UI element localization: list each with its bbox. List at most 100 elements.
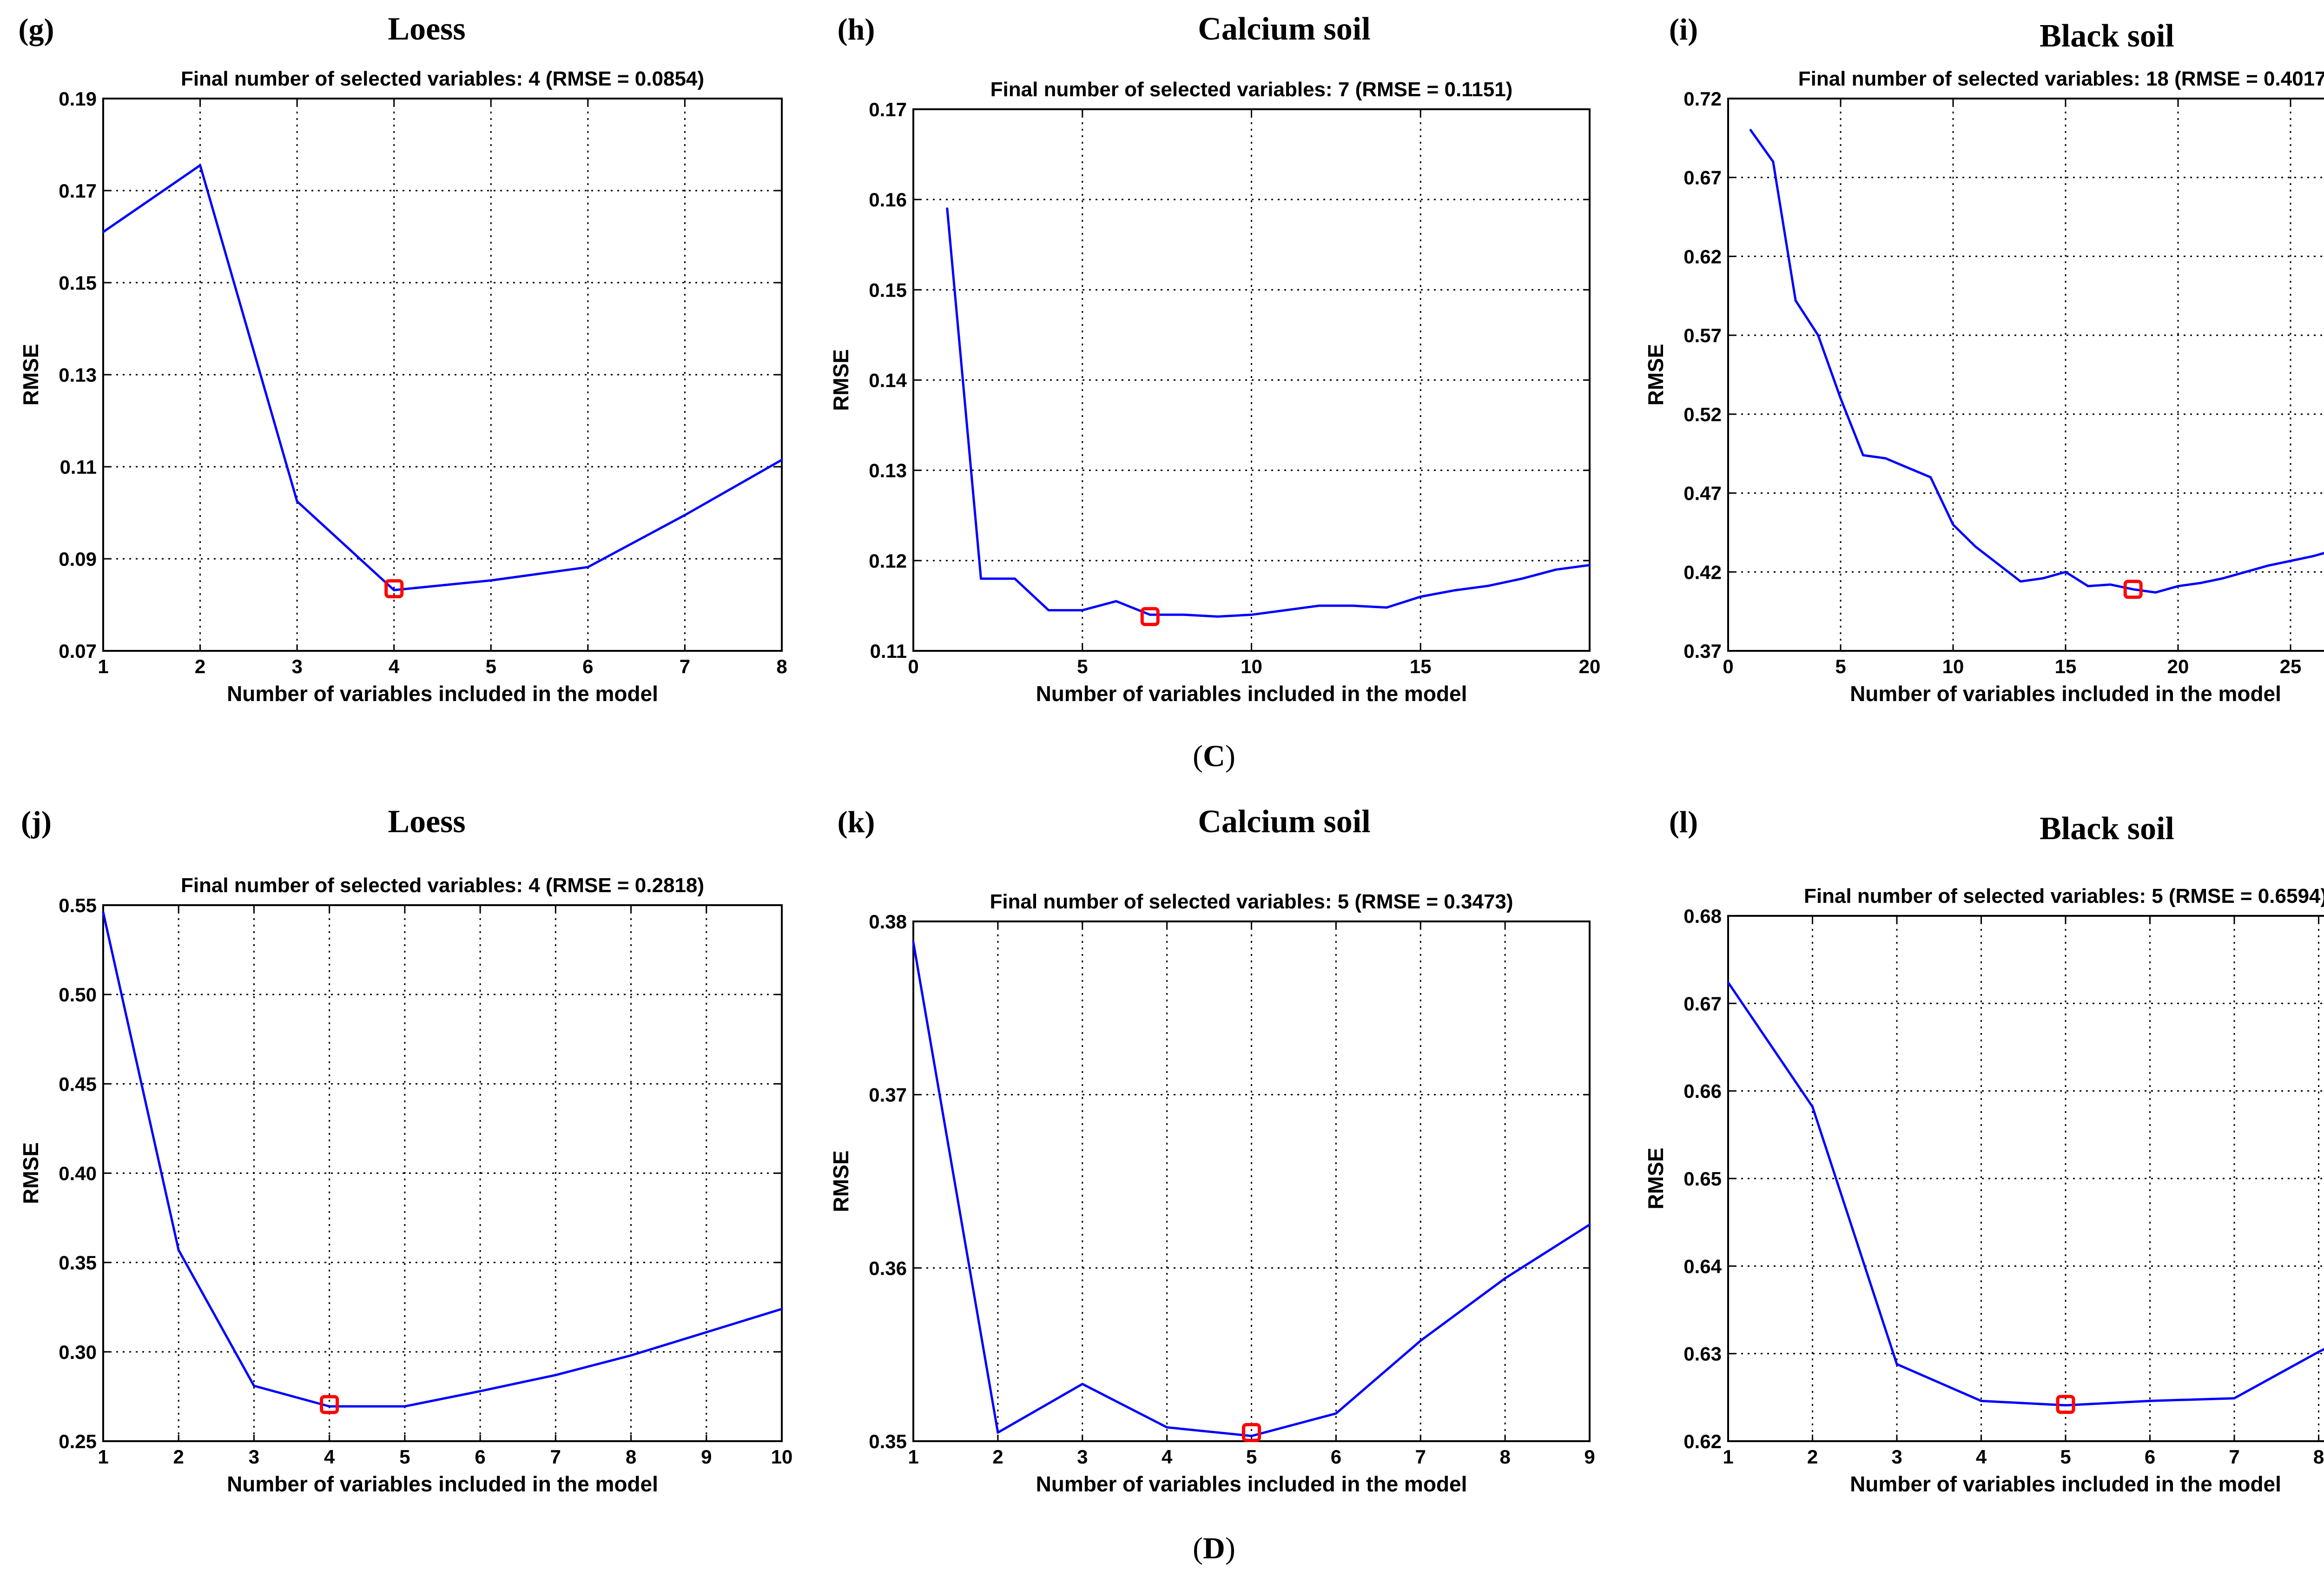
y-tick-label: 0.12: [869, 550, 907, 572]
data-point: [1166, 1426, 1169, 1429]
data-point: [2267, 564, 2270, 567]
data-point: [2154, 591, 2157, 594]
data-point: [2199, 582, 2202, 584]
panel-label: (g): [19, 13, 54, 46]
data-point: [1588, 564, 1591, 567]
chart-subtitle: Final number of selected variables: 5 (R…: [1804, 885, 2324, 907]
x-tick-label: 1: [1723, 1446, 1733, 1468]
chart-subtitle: Final number of selected variables: 4 (R…: [181, 874, 704, 897]
data-point: [1216, 615, 1219, 618]
x-tick-label: 5: [399, 1446, 410, 1468]
plot-area: [913, 109, 1590, 651]
data-point: [2177, 585, 2179, 588]
data-point: [1081, 609, 1084, 612]
x-tick-label: 9: [701, 1446, 712, 1468]
chart-title: Black soil: [2040, 18, 2174, 54]
x-tick-label: 8: [626, 1446, 636, 1468]
y-tick-label: 0.15: [59, 272, 97, 294]
x-tick-label: 6: [582, 656, 593, 677]
x-tick-label: 7: [2229, 1446, 2239, 1468]
data-point: [1318, 604, 1320, 607]
x-axis-label: Number of variables included in the mode…: [227, 682, 658, 706]
y-tick-label: 0.66: [1684, 1080, 1722, 1102]
data-point: [177, 1249, 180, 1252]
data-point: [393, 589, 396, 591]
y-tick-label: 0.35: [59, 1252, 97, 1274]
data-point: [683, 514, 686, 517]
y-tick-label: 0.64: [1684, 1255, 1722, 1277]
data-point: [2064, 1404, 2067, 1407]
y-tick-label: 0.09: [59, 548, 97, 570]
data-point: [1081, 1383, 1084, 1385]
data-point: [912, 941, 915, 944]
x-tick-label: 7: [680, 656, 690, 677]
y-tick-label: 0.11: [870, 640, 907, 662]
plot-area: [913, 921, 1590, 1441]
data-point: [946, 207, 949, 210]
x-tick-label: 4: [389, 656, 400, 677]
y-tick-label: 0.37: [869, 1084, 907, 1106]
chart-subtitle: Final number of selected variables: 4 (R…: [181, 67, 704, 90]
x-tick-label: 1: [908, 1446, 918, 1468]
optimum-marker: [320, 1395, 339, 1414]
y-tick-label: 0.62: [1684, 245, 1722, 267]
data-point: [1907, 466, 1909, 469]
y-tick-label: 0.25: [59, 1430, 97, 1452]
x-tick-label: 5: [1835, 656, 1846, 677]
x-tick-label: 4: [1162, 1446, 1173, 1468]
data-point: [2042, 577, 2045, 580]
data-point: [403, 1405, 406, 1408]
x-tick-label: 5: [1077, 656, 1088, 677]
x-tick-label: 5: [2060, 1446, 2071, 1468]
x-tick-label: 2: [195, 656, 205, 677]
data-point: [1884, 457, 1887, 460]
chart-subtitle: Final number of selected variables: 5 (R…: [990, 890, 1513, 913]
data-point: [296, 500, 298, 503]
data-point: [630, 1354, 633, 1357]
y-tick-label: 0.72: [1684, 88, 1722, 110]
data-point: [1895, 1363, 1898, 1365]
group-label-D: (D): [1193, 1531, 1235, 1565]
data-point: [479, 1390, 482, 1392]
y-tick-label: 0.47: [1684, 483, 1722, 504]
y-axis-label: RMSE: [19, 344, 43, 406]
data-point: [1352, 604, 1354, 607]
x-tick-label: 4: [324, 1446, 335, 1468]
chart-panel-3: (j) Loess Final number of selected variabl…: [19, 804, 792, 1496]
x-tick-label: 10: [771, 1446, 793, 1468]
x-tick-label: 0: [908, 656, 918, 677]
panel-label: (l): [1669, 805, 1698, 839]
data-point: [1250, 1435, 1253, 1437]
data-point: [1862, 454, 1864, 457]
optimum-marker: [1242, 1423, 1261, 1442]
x-axis-label: Number of variables included in the mode…: [1036, 682, 1467, 706]
chart-subtitle: Final number of selected variables: 18 (…: [1798, 67, 2324, 90]
x-tick-label: 8: [2313, 1446, 2324, 1468]
chart-subtitle: Final number of selected variables: 7 (R…: [990, 78, 1513, 101]
data-point: [1419, 1339, 1422, 1342]
x-tick-label: 20: [1579, 656, 1601, 677]
data-point: [1974, 545, 1977, 548]
x-tick-label: 10: [1942, 656, 1964, 677]
data-point: [1794, 299, 1797, 302]
x-tick-label: 2: [173, 1446, 184, 1468]
y-tick-label: 0.35: [869, 1430, 907, 1452]
data-point: [1554, 568, 1557, 571]
data-point: [1182, 613, 1185, 616]
rmse-series-line: [102, 164, 783, 591]
data-point: [1817, 334, 1820, 337]
x-tick-label: 3: [1891, 1446, 1902, 1468]
y-axis-label: RMSE: [829, 1151, 853, 1212]
y-tick-label: 0.65: [1684, 1168, 1722, 1190]
x-axis-label: Number of variables included in the mode…: [1036, 1472, 1467, 1496]
data-point: [252, 1384, 255, 1387]
data-point: [2222, 577, 2225, 580]
data-point: [1980, 1399, 1982, 1402]
y-tick-label: 0.67: [1684, 993, 1722, 1014]
data-point: [1013, 577, 1016, 580]
y-axis-label: RMSE: [1644, 344, 1668, 406]
data-point: [1487, 584, 1490, 587]
rmse-series-line: [102, 912, 782, 1408]
y-tick-label: 0.30: [59, 1341, 97, 1363]
